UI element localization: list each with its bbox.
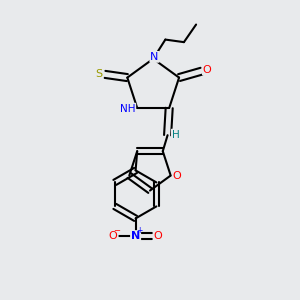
Text: O: O (203, 64, 212, 75)
Text: O: O (109, 231, 118, 241)
Text: S: S (96, 69, 103, 80)
Text: −: − (113, 226, 120, 235)
Text: O: O (154, 231, 162, 241)
Text: O: O (173, 171, 182, 181)
Text: N: N (150, 52, 159, 62)
Text: NH: NH (120, 103, 135, 114)
Text: +: + (136, 226, 142, 235)
Text: H: H (172, 130, 179, 140)
Text: N: N (131, 231, 140, 241)
